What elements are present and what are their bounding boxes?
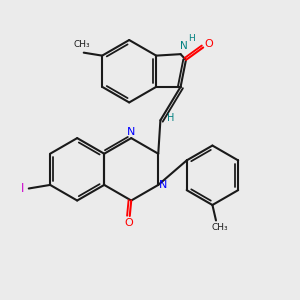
Text: O: O	[204, 39, 213, 49]
Text: I: I	[20, 182, 24, 195]
Text: N: N	[127, 127, 135, 137]
Text: CH₃: CH₃	[211, 224, 228, 232]
Text: H: H	[167, 113, 175, 123]
Text: CH₃: CH₃	[74, 40, 91, 49]
Text: O: O	[125, 218, 134, 228]
Text: N: N	[158, 180, 167, 190]
Text: N: N	[180, 41, 188, 51]
Text: H: H	[188, 34, 195, 43]
